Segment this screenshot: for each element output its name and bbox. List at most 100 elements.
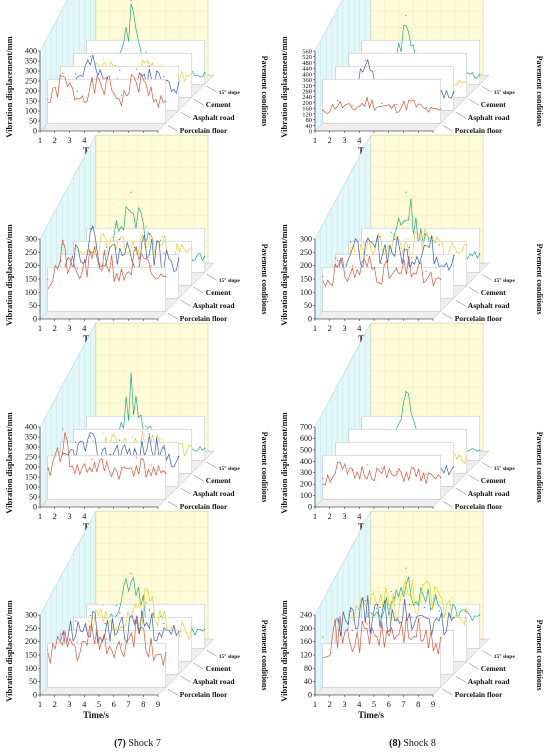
y-tick-label: 0 bbox=[33, 503, 37, 512]
data-point bbox=[145, 226, 147, 228]
data-point bbox=[408, 246, 411, 249]
y-tick-label: 50 bbox=[29, 301, 37, 310]
data-point bbox=[148, 65, 150, 67]
condition-label: Porcelain floor bbox=[180, 126, 228, 135]
y-tick-label: 120 bbox=[302, 111, 312, 118]
y-tick-label: 300 bbox=[300, 235, 312, 244]
data-point bbox=[191, 625, 193, 628]
data-point bbox=[364, 59, 366, 61]
y-tick-label: 200 bbox=[25, 463, 37, 472]
condition-tick bbox=[442, 124, 453, 132]
panel-title: Shock 7 bbox=[125, 738, 161, 749]
condition-tick bbox=[193, 286, 204, 294]
chart-svg: 15° slope Cement Asphalt road Porcelain flo… bbox=[279, 0, 544, 156]
data-point bbox=[146, 231, 149, 233]
data-point bbox=[336, 259, 339, 262]
y-axis-label: Vibration displacement/mm bbox=[4, 224, 14, 325]
x-tick-label: 4 bbox=[82, 511, 87, 521]
condition-tick bbox=[206, 85, 217, 93]
x-tick-label: 3 bbox=[342, 323, 346, 333]
x-tick-label: 2 bbox=[53, 323, 57, 333]
x-tick-label: 4 bbox=[82, 699, 87, 709]
data-point bbox=[102, 58, 104, 60]
series-line bbox=[322, 97, 441, 114]
y-tick-label: 350 bbox=[25, 433, 37, 442]
x-tick-label: 8 bbox=[141, 699, 145, 709]
y-tick-label: 150 bbox=[25, 275, 37, 284]
data-point bbox=[146, 591, 149, 593]
panel-caption: (8) Shock 8 bbox=[275, 738, 550, 749]
y-tick-label: 100 bbox=[25, 483, 37, 492]
data-point bbox=[133, 449, 136, 451]
data-point bbox=[479, 252, 481, 255]
condition-label: Porcelain floor bbox=[180, 314, 228, 323]
data-point bbox=[438, 610, 440, 612]
data-point bbox=[115, 223, 117, 225]
y-tick-label: 50 bbox=[29, 493, 37, 502]
data-point bbox=[405, 391, 407, 393]
data-point bbox=[163, 447, 165, 449]
x-tick-label: 1 bbox=[38, 135, 42, 145]
chart-svg: 15° slope Cement Asphalt road Porcelain flo… bbox=[279, 134, 544, 344]
y-tick-label: 400 bbox=[302, 71, 312, 78]
y-tick-label: 300 bbox=[25, 443, 37, 452]
condition-label: Cement bbox=[481, 664, 506, 673]
data-point bbox=[106, 76, 108, 78]
data-point bbox=[362, 241, 365, 244]
y-tick-label: 100 bbox=[25, 107, 37, 116]
data-point bbox=[165, 651, 167, 654]
data-point bbox=[420, 228, 422, 231]
x-tick-label: 2 bbox=[328, 699, 332, 709]
series-line bbox=[335, 595, 455, 637]
series-line bbox=[322, 255, 441, 288]
data-point bbox=[120, 94, 123, 96]
condition-label: Porcelain floor bbox=[455, 502, 503, 511]
data-point bbox=[60, 633, 62, 635]
data-point bbox=[135, 622, 137, 624]
data-point bbox=[106, 246, 108, 248]
y-tick-label: 700 bbox=[300, 423, 312, 432]
data-point bbox=[120, 466, 123, 468]
data-point bbox=[89, 228, 91, 230]
x-tick-label: 3 bbox=[342, 699, 346, 709]
data-point bbox=[150, 464, 152, 466]
data-point bbox=[178, 257, 180, 259]
data-point bbox=[349, 610, 352, 612]
y-tick-label: 440 bbox=[302, 66, 312, 73]
data-point bbox=[390, 590, 392, 593]
condition-tick bbox=[193, 98, 204, 106]
data-point bbox=[165, 275, 167, 278]
data-point bbox=[74, 73, 77, 75]
chart-panel-7: 15° slope Cement Asphalt road Porcelain flo… bbox=[0, 510, 275, 752]
data-point bbox=[148, 609, 150, 611]
data-point bbox=[191, 446, 193, 448]
chart-panel-8: 15° slope Cement Asphalt road Porcelain flo… bbox=[275, 510, 550, 752]
data-point bbox=[336, 99, 339, 101]
x-tick-label: 5 bbox=[372, 699, 376, 709]
data-point bbox=[322, 109, 324, 111]
condition-tick bbox=[455, 299, 466, 307]
condition-tick bbox=[180, 675, 191, 683]
series-line bbox=[47, 239, 166, 290]
series-band bbox=[47, 266, 167, 312]
data-point bbox=[479, 73, 481, 75]
data-point bbox=[145, 602, 147, 604]
data-point bbox=[204, 255, 206, 257]
y-tick-label: 400 bbox=[25, 423, 37, 432]
data-point bbox=[410, 98, 412, 100]
data-point bbox=[204, 628, 206, 631]
data-point bbox=[106, 638, 108, 640]
x-tick-label: 8 bbox=[416, 699, 420, 709]
data-point bbox=[159, 239, 162, 241]
series-line bbox=[322, 615, 442, 659]
y-tick-label: 50 bbox=[29, 677, 37, 686]
data-point bbox=[336, 619, 339, 622]
data-point bbox=[379, 606, 381, 609]
x-axis-label: Time/s bbox=[83, 710, 109, 720]
chart-panel-2: 15° slope Cement Asphalt road Porcelain flo… bbox=[275, 0, 550, 188]
data-point bbox=[405, 15, 407, 17]
condition-tick bbox=[167, 500, 178, 508]
chart-svg: 15° slope Cement Asphalt road Porcelain flo… bbox=[4, 322, 269, 532]
data-point bbox=[392, 233, 394, 236]
chart-svg: 15° slope Cement Asphalt road Porcelain flo… bbox=[4, 134, 269, 344]
